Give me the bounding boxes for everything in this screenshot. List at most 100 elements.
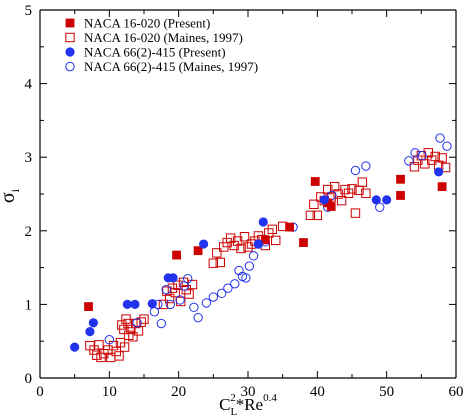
data-point (239, 231, 250, 242)
data-point (248, 251, 259, 261)
data-point (158, 299, 169, 310)
legend-entry-3: NACA 66(2)-415 (Present) (65, 45, 226, 60)
data-point (165, 299, 176, 310)
series-2-points (85, 148, 451, 363)
data-point (329, 181, 340, 192)
legend-label: NACA 66(2)-415 (Present) (84, 45, 226, 60)
data-point (434, 167, 444, 177)
legend-marker (65, 61, 75, 72)
series-1-points (84, 174, 447, 312)
x-axis-label-main: C (219, 395, 230, 414)
series-4-points (104, 133, 452, 345)
data-point (201, 298, 212, 308)
data-point (396, 191, 405, 200)
data-point (216, 288, 227, 299)
data-point (285, 222, 295, 232)
data-point (244, 261, 255, 271)
legend-entry-4: NACA 66(2)-415 (Maines, 1997) (65, 59, 258, 74)
data-point (193, 312, 203, 323)
x-axis-label-tail: *Re (236, 395, 263, 414)
data-point (132, 318, 142, 328)
data-point (187, 279, 198, 290)
data-point (161, 284, 171, 295)
data-point (172, 250, 181, 260)
data-point (147, 299, 157, 309)
data-point (123, 318, 133, 329)
data-point (136, 317, 146, 327)
data-point (375, 202, 385, 212)
y-tick-label: 0 (25, 371, 33, 387)
y-tick-label: 2 (25, 224, 33, 240)
data-point (170, 287, 180, 298)
data-point (404, 156, 414, 166)
data-point (175, 295, 185, 305)
data-point (96, 352, 106, 363)
data-point (347, 184, 357, 194)
data-point (423, 148, 433, 158)
data-point (193, 246, 203, 256)
data-point (382, 195, 392, 205)
data-point (409, 162, 420, 172)
data-point (184, 289, 194, 299)
x-tick-label: 40 (310, 384, 325, 400)
data-point (361, 161, 371, 171)
x-axis-label: CL 2*Re0.4 (219, 392, 277, 418)
data-point (189, 302, 199, 313)
data-point (396, 174, 405, 184)
data-point (437, 153, 447, 163)
legend-label: NACA 16-020 (Present) (84, 16, 210, 31)
data-point (312, 210, 323, 221)
data-point (305, 210, 316, 221)
data-point (417, 151, 427, 161)
data-point (371, 195, 381, 205)
axis-ticks: 0 10 20 30 40 50 60 0 1 2 3 4 5 (25, 3, 464, 400)
data-point (212, 248, 222, 258)
data-point (215, 257, 225, 268)
x-tick-label: 30 (241, 384, 256, 400)
data-point (440, 162, 451, 173)
y-tick-label: 3 (25, 150, 33, 166)
data-point (225, 233, 236, 243)
data-point (124, 330, 134, 341)
data-point (271, 235, 281, 246)
legend-label: NACA 66(2)-415 (Maines, 1997) (84, 59, 258, 74)
x-tick-label: 0 (36, 384, 44, 400)
data-point (420, 159, 430, 169)
data-point (208, 258, 219, 268)
data-point (361, 188, 371, 198)
y-axis-label-main: σ (0, 192, 19, 203)
y-tick-label: 1 (25, 297, 33, 313)
data-point (104, 335, 115, 345)
data-point (310, 177, 320, 186)
data-marks (70, 133, 452, 363)
data-point (435, 133, 445, 143)
legend-marker (65, 47, 75, 57)
data-point (164, 293, 175, 304)
data-point (350, 165, 361, 176)
x-axis-label-tail-sup: 0.4 (263, 392, 277, 404)
data-point (236, 243, 246, 254)
data-point (230, 279, 240, 289)
series-3-points (70, 167, 444, 352)
data-point (267, 224, 277, 235)
data-point (114, 351, 124, 361)
legend: NACA 16-020 (Present)NACA 16-020 (Maines… (65, 16, 258, 74)
data-point (199, 239, 209, 249)
data-point (94, 340, 104, 350)
data-point (253, 239, 263, 249)
data-point (319, 195, 329, 205)
y-tick-label: 5 (25, 3, 33, 19)
data-point (130, 299, 140, 309)
x-tick-label: 60 (449, 384, 464, 400)
data-point (84, 302, 93, 312)
data-point (223, 283, 233, 293)
legend-marker (65, 18, 75, 28)
data-point (437, 182, 447, 192)
data-point (89, 345, 99, 355)
y-tick-label: 4 (25, 77, 33, 93)
data-point (168, 273, 178, 283)
data-point (85, 327, 95, 337)
data-point (88, 318, 98, 328)
x-tick-label: 50 (379, 384, 394, 400)
